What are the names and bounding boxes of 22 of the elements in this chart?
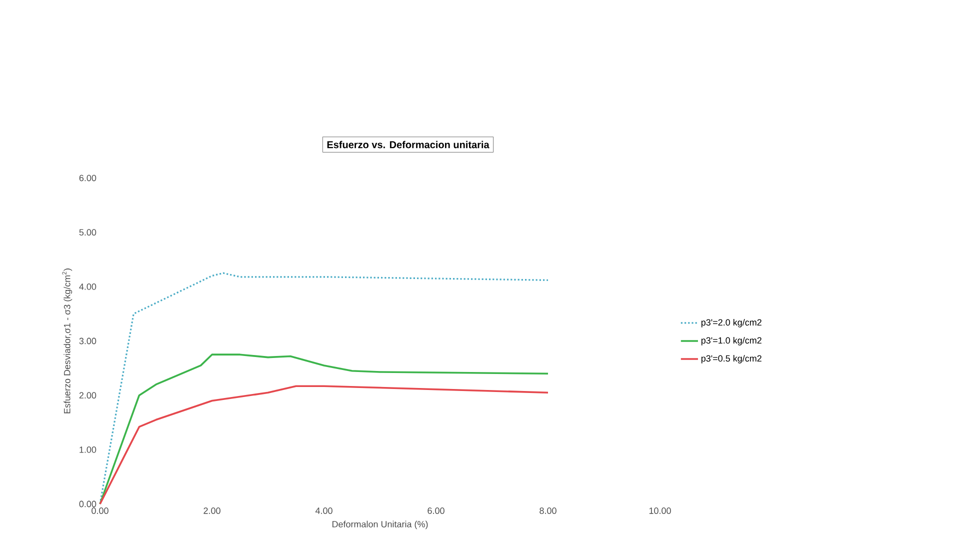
x-tick-label: 4.00 — [315, 508, 332, 514]
line-series — [99, 385, 549, 505]
chart-title: Esfuerzo vs. Deformacion unitaria — [327, 140, 490, 148]
x-axis-title: Deformalon Unitaria (%) — [332, 520, 428, 530]
x-tick-label: 0.00 — [92, 508, 108, 514]
legend-label: p3'=2.0 kg/cm2 — [701, 318, 762, 328]
y-axis-title: Esfuerzo Desviador,σ1 - σ3 (kg/cm$^{2}$) — [62, 268, 72, 414]
y-tick-label: 6.00 — [79, 174, 96, 182]
legend-label: p3'=1.0 kg/cm2 — [701, 336, 762, 346]
y-tick-label: 0.00 — [79, 500, 96, 508]
y-tick-label: 2.00 — [79, 392, 96, 399]
x-tick-label: 8.00 — [540, 508, 556, 514]
x-tick-label: 6.00 — [428, 508, 444, 514]
legend-label: p3'=0.5 kg/cm2 — [701, 355, 762, 364]
x-tick-label: 2.00 — [204, 508, 220, 514]
x-tick-label: 10.00 — [649, 508, 671, 514]
line-series — [99, 272, 549, 505]
y-tick-label: 3.00 — [79, 338, 96, 344]
line-series — [99, 354, 549, 505]
y-tick-label: 4.00 — [79, 283, 96, 290]
y-tick-label: 1.00 — [80, 446, 96, 453]
y-tick-label: 5.00 — [79, 229, 96, 236]
